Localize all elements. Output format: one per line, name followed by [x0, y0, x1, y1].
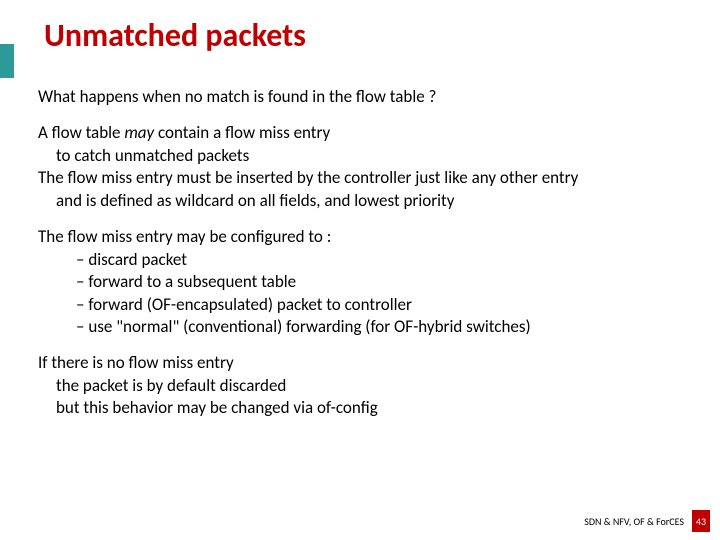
slide-footer: SDN & NFV, OF & ForCES 43	[584, 510, 710, 532]
paragraph-flow-miss: A flow table may contain a flow miss ent…	[38, 122, 692, 212]
footer-text: SDN & NFV, OF & ForCES	[584, 515, 684, 528]
para1-line2: to catch unmatched packets	[38, 145, 692, 167]
para3-line1: If there is no flow miss entry	[38, 352, 692, 374]
para3-line3: but this behavior may be changed via of-…	[38, 397, 692, 419]
list-item: forward to a subsequent table	[76, 271, 692, 293]
list-item: forward (OF-encapsulated) packet to cont…	[76, 294, 692, 316]
para1-line3: The flow miss entry must be inserted by …	[38, 167, 692, 189]
list-item: use "normal" (conventional) forwarding (…	[76, 316, 692, 338]
paragraph-config: The flow miss entry may be configured to…	[38, 226, 692, 338]
slide-title: Unmatched packets	[44, 16, 306, 55]
page-number: 43	[692, 510, 710, 532]
para1-line4: and is defined as wildcard on all fields…	[38, 190, 692, 212]
bullet-list: discard packet forward to a subsequent t…	[38, 249, 692, 339]
accent-bar	[0, 44, 14, 78]
paragraph-no-entry: If there is no flow miss entry the packe…	[38, 352, 692, 419]
question-text: What happens when no match is found in t…	[38, 86, 692, 108]
slide-body: What happens when no match is found in t…	[38, 86, 692, 434]
list-item: discard packet	[76, 249, 692, 271]
para2-intro: The flow miss entry may be configured to…	[38, 226, 692, 248]
para1-l1a: A flow table	[38, 122, 124, 143]
para1-line1: A flow table may contain a flow miss ent…	[38, 122, 692, 144]
para1-l1c: contain a flow miss entry	[154, 122, 330, 143]
para1-l1b-italic: may	[124, 122, 154, 143]
slide: Unmatched packets What happens when no m…	[0, 0, 720, 540]
para3-line2: the packet is by default discarded	[38, 375, 692, 397]
